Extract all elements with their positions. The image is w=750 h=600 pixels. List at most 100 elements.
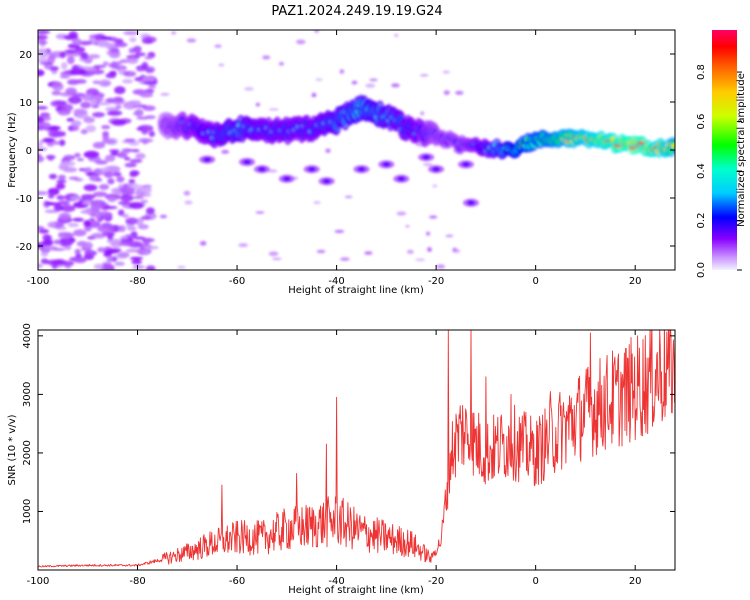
noise-blob	[97, 225, 114, 233]
noise-blob	[365, 83, 376, 88]
noise-blob	[73, 229, 87, 237]
noise-blob	[132, 195, 144, 200]
noise-blob	[101, 81, 111, 86]
noise-blob	[427, 247, 432, 252]
noise-blob	[103, 171, 114, 179]
lobe-core	[307, 166, 316, 172]
x-tick-label: -40	[328, 576, 344, 587]
noise-blob	[93, 263, 104, 270]
snr-y-ticks: 1000 2000 3000 4000	[22, 323, 675, 524]
x-tick-label: -80	[129, 276, 145, 287]
noise-blob	[314, 30, 319, 33]
noise-blob	[135, 217, 144, 226]
lobe-core	[461, 161, 470, 167]
colorbar-tick-label: 0.6	[696, 114, 707, 130]
noise-blob	[114, 42, 128, 48]
snr-y-label: SNR (10 * v/v)	[7, 414, 18, 485]
noise-blob	[405, 225, 410, 228]
noise-blob	[186, 38, 197, 43]
noise-blob	[67, 95, 82, 104]
noise-blob	[82, 209, 93, 214]
noise-blob	[60, 71, 68, 76]
noise-blob	[136, 67, 145, 72]
noise-blob	[124, 162, 137, 168]
noise-blob	[142, 80, 157, 85]
x-tick-label: 20	[629, 576, 642, 587]
noise-blob	[136, 116, 149, 120]
lobe-core	[432, 166, 441, 172]
noise-blob	[117, 152, 128, 158]
lobe-core	[397, 176, 406, 182]
y-tick-label: 0	[26, 146, 32, 157]
noise-blob	[38, 228, 50, 234]
noise-blob	[425, 231, 431, 236]
y-tick-label: 10	[19, 98, 32, 109]
noise-blob	[128, 101, 142, 107]
noise-blob	[443, 90, 450, 96]
noise-blob	[221, 149, 230, 154]
noise-blob	[445, 234, 454, 238]
lobe-core	[357, 166, 366, 172]
noise-blob	[83, 116, 95, 124]
y-tick-label: 20	[19, 50, 32, 61]
noise-blob	[64, 49, 78, 54]
noise-blob	[145, 207, 155, 215]
noise-blob	[87, 54, 101, 59]
x-tick-label: -20	[428, 576, 444, 587]
spectrogram-heatmap	[38, 30, 675, 270]
noise-blob	[415, 258, 426, 261]
noise-blob	[123, 71, 130, 75]
noise-blob	[137, 224, 149, 230]
noise-blob	[63, 154, 76, 161]
noise-blob	[171, 31, 176, 35]
noise-blob	[61, 260, 75, 267]
noise-blob	[126, 182, 138, 187]
noise-blob	[125, 248, 142, 253]
noise-blob	[394, 33, 399, 37]
noise-blob	[420, 111, 425, 116]
noise-blob	[100, 167, 110, 173]
noise-blob	[58, 212, 71, 221]
noise-blob	[89, 217, 96, 222]
noise-blob	[133, 45, 142, 53]
noise-blob	[140, 215, 152, 220]
noise-blob	[55, 179, 67, 184]
noise-blob	[79, 52, 87, 59]
noise-blob	[339, 69, 345, 74]
noise-blob	[94, 211, 102, 220]
noise-blob	[48, 173, 58, 180]
noise-blob	[177, 266, 186, 269]
y-tick-label: -20	[16, 242, 32, 253]
noise-blob	[396, 211, 407, 216]
x-tick-label: 0	[532, 576, 538, 587]
noise-blob	[124, 138, 136, 143]
noise-blob	[47, 221, 56, 228]
colorbar-tick-label: 0.8	[696, 64, 707, 80]
noise-blob	[57, 200, 70, 206]
noise-blob	[106, 257, 113, 263]
colorbar-tick-label: 0.0	[696, 262, 707, 278]
y-tick-label: 1000	[22, 499, 33, 524]
noise-blob	[66, 56, 75, 65]
noise-blob	[98, 184, 110, 191]
noise-blob	[122, 79, 134, 84]
figure-title: PAZ1.2024.249.19.19.G24	[271, 4, 442, 19]
noise-blob	[39, 112, 51, 118]
noise-blob	[214, 44, 222, 48]
noise-blob	[85, 124, 97, 133]
noise-blob	[38, 57, 48, 63]
lobe-core	[257, 166, 266, 172]
noise-blob	[119, 235, 129, 240]
noise-blob	[364, 251, 373, 255]
noise-blob	[61, 204, 76, 213]
noise-blob	[106, 265, 115, 270]
noise-blob	[119, 186, 136, 194]
noise-blob	[102, 205, 118, 210]
noise-blob	[369, 78, 378, 82]
noise-blob	[119, 241, 135, 247]
noise-blob	[67, 223, 79, 228]
noise-blob	[55, 182, 66, 190]
noise-blob	[144, 56, 153, 60]
x-tick-label: 20	[629, 276, 642, 287]
noise-blob	[218, 63, 225, 67]
